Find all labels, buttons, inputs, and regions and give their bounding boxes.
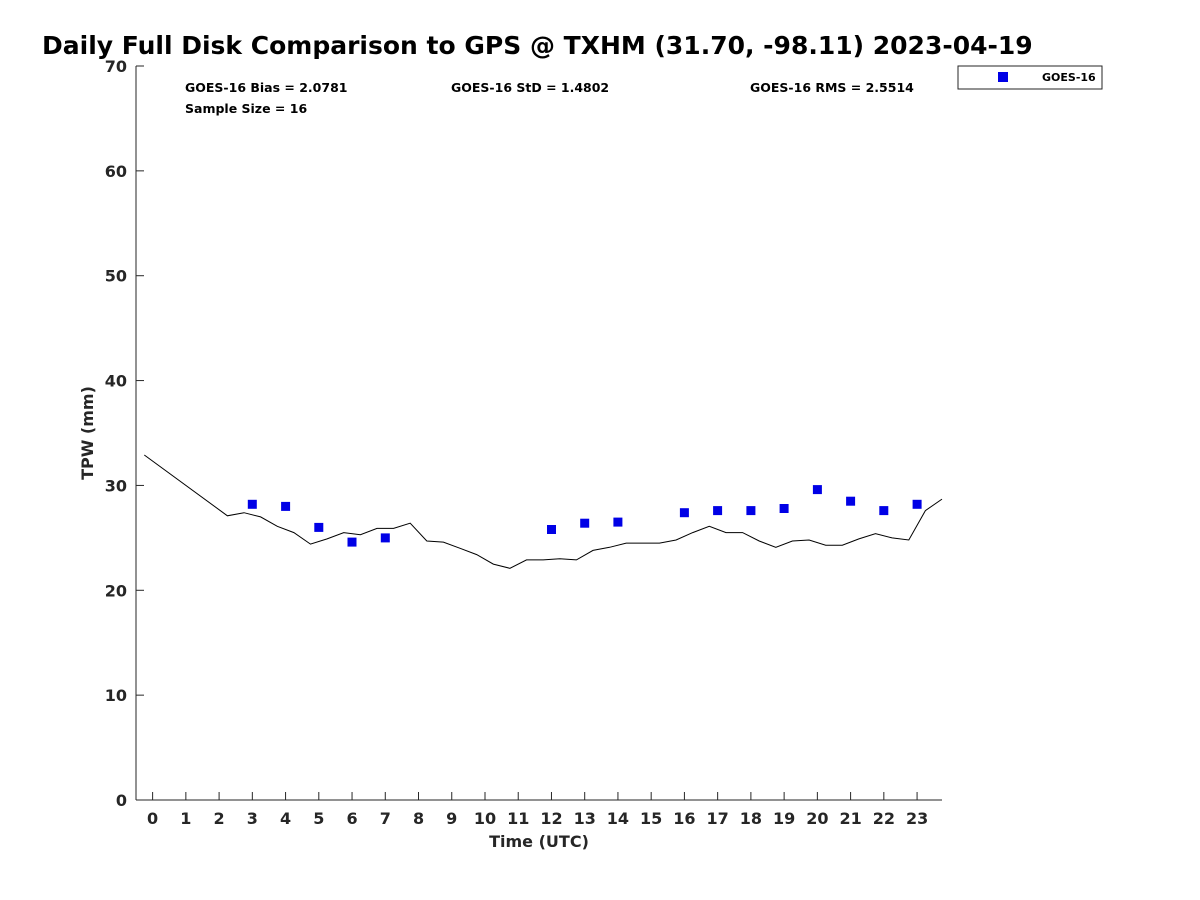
goes16-point xyxy=(347,537,357,547)
std-stat: GOES-16 StD = 1.4802 xyxy=(451,80,609,95)
x-tick-label: 12 xyxy=(540,809,562,828)
goes16-point xyxy=(779,504,789,513)
x-axis-ticks: 0 1 2 3 4 5 6 7 8 9 10 11 12 13 14 15 16 17 18 19 20 21 22 23 xyxy=(147,792,928,828)
y-tick-label: 60 xyxy=(105,162,127,181)
y-tick-label: 50 xyxy=(105,267,127,286)
bias-stat: GOES-16 Bias = 2.0781 xyxy=(185,80,347,95)
x-tick-label: 0 xyxy=(147,809,158,828)
x-tick-label: 4 xyxy=(280,809,291,828)
x-tick-label: 21 xyxy=(839,809,861,828)
goes16-point xyxy=(547,525,556,534)
x-tick-label: 18 xyxy=(740,809,762,828)
goes16-point xyxy=(281,501,291,511)
y-tick-label: 10 xyxy=(105,686,127,705)
y-tick-label: 20 xyxy=(105,581,127,600)
x-tick-label: 13 xyxy=(574,809,596,828)
goes16-point xyxy=(812,485,822,495)
sample-size-stat: Sample Size = 16 xyxy=(185,101,307,116)
x-tick-label: 2 xyxy=(214,809,225,828)
x-tick-label: 3 xyxy=(247,809,258,828)
plot-area xyxy=(136,66,942,800)
legend-box xyxy=(957,65,1103,90)
x-tick-label: 5 xyxy=(313,809,324,828)
goes16-point xyxy=(912,499,922,509)
x-tick-label: 11 xyxy=(507,809,529,828)
y-tick-label: 40 xyxy=(105,372,127,391)
y-tick-label: 30 xyxy=(105,476,127,495)
goes16-point xyxy=(879,506,889,516)
x-tick-label: 14 xyxy=(607,809,629,828)
legend-marker-goes16 xyxy=(998,72,1008,82)
goes16-point xyxy=(247,499,257,509)
x-tick-label: 16 xyxy=(673,809,695,828)
x-tick-label: 6 xyxy=(346,809,357,828)
series-layer xyxy=(144,454,943,569)
y-axis-label: TPW (mm) xyxy=(78,386,97,480)
x-tick-label: 7 xyxy=(380,809,391,828)
x-tick-label: 9 xyxy=(446,809,457,828)
goes16-point xyxy=(846,496,856,506)
goes16-point xyxy=(746,506,756,516)
x-axis-label: Time (UTC) xyxy=(489,832,589,851)
y-axis-ticks: 0 10 20 30 40 50 60 70 xyxy=(105,57,144,810)
rms-stat: GOES-16 RMS = 2.5514 xyxy=(750,80,914,95)
x-tick-label: 20 xyxy=(806,809,828,828)
gps-tpw-line xyxy=(144,454,943,569)
legend-label-goes16: GOES-16 xyxy=(1042,71,1096,84)
x-tick-label: 10 xyxy=(474,809,496,828)
goes16-point xyxy=(713,506,723,516)
x-tick-label: 1 xyxy=(180,809,191,828)
x-tick-label: 8 xyxy=(413,809,424,828)
goes16-point xyxy=(380,533,390,543)
goes16-point xyxy=(679,508,689,518)
x-tick-label: 17 xyxy=(707,809,729,828)
goes16-point xyxy=(580,518,590,528)
x-tick-label: 22 xyxy=(873,809,895,828)
goes16-point xyxy=(613,517,623,527)
x-tick-label: 23 xyxy=(906,809,928,828)
y-tick-label: 70 xyxy=(105,57,127,76)
legend: GOES-16 xyxy=(957,65,1103,90)
goes16-point xyxy=(314,522,324,532)
y-tick-label: 0 xyxy=(116,791,127,810)
x-tick-label: 15 xyxy=(640,809,662,828)
chart-title: Daily Full Disk Comparison to GPS @ TXHM… xyxy=(42,31,1033,60)
x-tick-label: 19 xyxy=(773,809,795,828)
